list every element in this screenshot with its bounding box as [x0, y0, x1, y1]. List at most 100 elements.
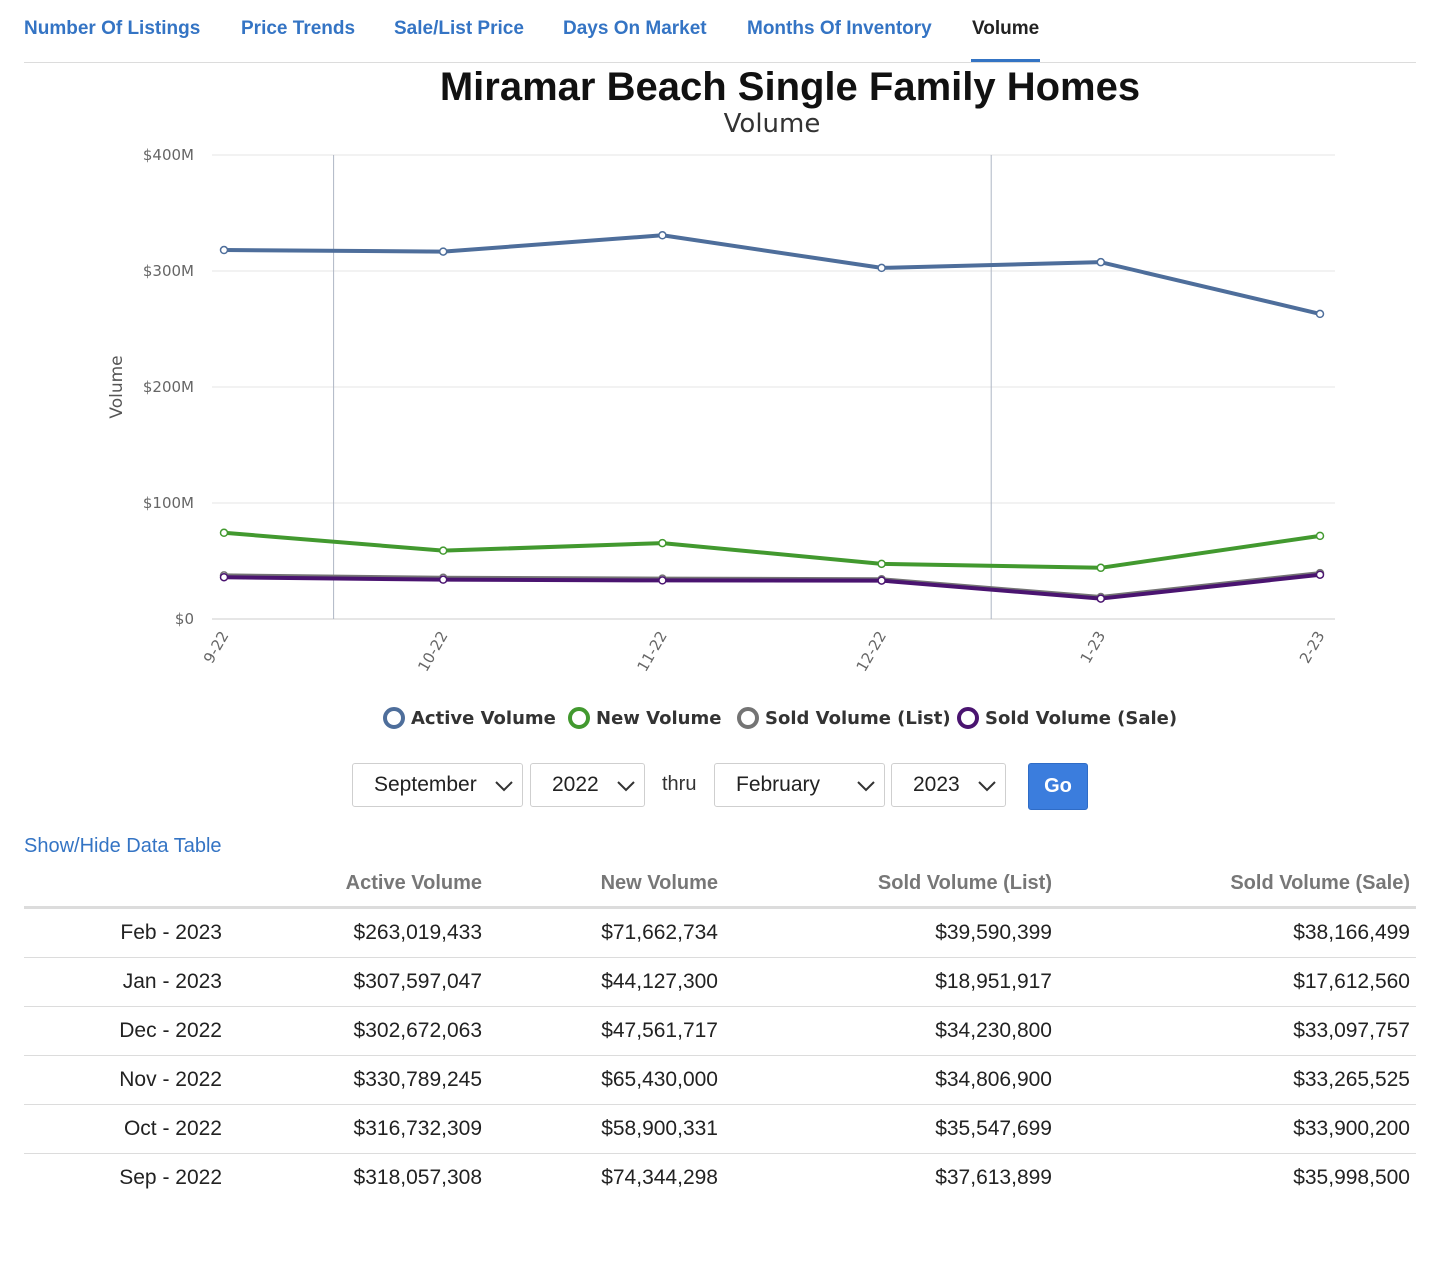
table-cell: Oct - 2022: [24, 1104, 222, 1154]
data-point: [219, 572, 229, 582]
table-row: Sep - 2022 $318,057,308 $74,344,298 $37,…: [24, 1154, 1416, 1203]
table-cell: $37,613,899: [935, 1166, 1052, 1189]
table-header: [24, 860, 222, 909]
data-table: Active Volume New Volume Sold Volume (Li…: [24, 860, 1416, 1202]
tab-price-trends[interactable]: Price Trends: [241, 18, 356, 39]
data-point: [658, 538, 667, 548]
x-tick-label: 2-23: [1296, 628, 1329, 666]
y-tick-label: $200M: [143, 378, 194, 396]
table-cell: $74,344,298: [601, 1166, 718, 1189]
table-cell: Sep - 2022: [119, 1166, 222, 1189]
table-cell: $18,951,917: [724, 957, 1058, 1007]
from-month-select[interactable]: September: [352, 763, 523, 807]
chevron-down-icon: [495, 781, 513, 792]
y-tick-label: $100M: [143, 494, 194, 512]
data-point: [1315, 570, 1325, 579]
table-cell: $302,672,063: [222, 1006, 488, 1056]
table-header: Active Volume: [222, 860, 488, 909]
x-tick-label: 1-23: [1077, 628, 1110, 666]
table-cell: $17,612,560: [1058, 957, 1416, 1007]
table-cell: $34,806,900: [724, 1055, 1058, 1105]
tab-months-of-inventory[interactable]: Months Of Inventory: [747, 18, 932, 39]
table-cell: $330,789,245: [222, 1055, 488, 1105]
tab-sale-list-price[interactable]: Sale/List Price: [394, 18, 524, 39]
data-point: [438, 247, 448, 256]
legend-label: Sold Volume (Sale): [985, 708, 1177, 729]
table-cell: $44,127,300: [488, 957, 724, 1007]
toggle-data-table-link[interactable]: Show/Hide Data Table: [24, 835, 222, 857]
table-cell: $307,597,047: [222, 957, 488, 1007]
table-cell: $39,590,399: [724, 907, 1058, 958]
thru-label: thru: [662, 773, 697, 795]
table-cell: Dec - 2022: [24, 1006, 222, 1056]
x-tick-label: 10-22: [414, 628, 451, 675]
legend-swatch: [957, 707, 979, 729]
go-button[interactable]: Go: [1028, 763, 1088, 810]
data-point: [877, 263, 886, 273]
y-tick-label: $300M: [143, 262, 194, 280]
legend-swatch: [383, 707, 405, 729]
table-row: Feb - 2023 $263,019,433 $71,662,734 $39,…: [24, 907, 1416, 958]
table-row: Jan - 2023 $307,597,047 $44,127,300 $18,…: [24, 957, 1416, 1007]
chevron-down-icon: [978, 781, 996, 792]
chart-subtitle: Volume: [724, 109, 821, 139]
chart-title: Miramar Beach Single Family Homes: [440, 65, 1140, 109]
legend-label: New Volume: [596, 708, 721, 729]
table-row: Dec - 2022 $302,672,063 $47,561,717 $34,…: [24, 1006, 1416, 1056]
tab-volume[interactable]: Volume: [970, 18, 1041, 62]
tab-days-on-market[interactable]: Days On Market: [563, 18, 707, 39]
to-year-value: 2023: [913, 773, 960, 796]
series-line: [223, 572, 1321, 601]
to-month-value: February: [736, 773, 821, 796]
data-point: [219, 245, 229, 255]
table-cell: Jan - 2023: [24, 957, 222, 1007]
data-point: [1096, 257, 1106, 267]
data-point: [877, 576, 886, 585]
tab-number-of-listings[interactable]: Number Of Listings: [24, 18, 201, 39]
data-point: [219, 528, 229, 538]
table-cell: Nov - 2022: [24, 1055, 222, 1105]
table-cell: $35,547,699: [724, 1104, 1058, 1154]
table-header: Sold Volume (List): [724, 860, 1058, 909]
x-tick-label: 9-22: [200, 628, 233, 666]
legend-label: Active Volume: [411, 708, 556, 729]
y-tick-label: $400M: [143, 146, 194, 164]
data-point: [438, 546, 448, 555]
series-line: [223, 530, 1321, 570]
table-cell: Feb - 2023: [24, 907, 222, 958]
table-cell: $316,732,309: [222, 1104, 488, 1154]
to-year-select[interactable]: 2023: [891, 763, 1006, 807]
data-point: [1315, 309, 1325, 319]
table-cell: $318,057,308: [353, 1166, 482, 1189]
table-row: Nov - 2022 $330,789,245 $65,430,000 $34,…: [24, 1055, 1416, 1105]
table-header: New Volume: [488, 860, 724, 909]
data-point: [1096, 563, 1106, 573]
table-cell: $35,998,500: [1293, 1166, 1410, 1189]
table-cell: $33,265,525: [1058, 1055, 1416, 1105]
table-cell: $71,662,734: [488, 907, 724, 958]
table-cell: $33,900,200: [1058, 1104, 1416, 1154]
table-cell: $65,430,000: [488, 1055, 724, 1105]
legend-swatch: [737, 707, 759, 729]
table-cell: $33,097,757: [1058, 1006, 1416, 1056]
table-cell: $58,900,331: [488, 1104, 724, 1154]
data-point: [658, 231, 667, 240]
chevron-down-icon: [857, 781, 875, 792]
from-year-select[interactable]: 2022: [530, 763, 645, 807]
table-cell: $38,166,499: [1058, 907, 1416, 958]
x-tick-label: 12-22: [853, 628, 890, 675]
data-point: [1096, 594, 1106, 603]
table-row: Oct - 2022 $316,732,309 $58,900,331 $35,…: [24, 1104, 1416, 1154]
table-header: Sold Volume (Sale): [1058, 860, 1416, 909]
to-month-select[interactable]: February: [714, 763, 885, 807]
data-point: [1315, 531, 1325, 541]
x-tick-label: 11-22: [633, 628, 670, 675]
from-year-value: 2022: [552, 773, 599, 796]
tab-bar: Number Of Listings Price Trends Sale/Lis…: [24, 0, 1416, 63]
table-cell: $34,230,800: [724, 1006, 1058, 1056]
y-tick-label: $0: [175, 610, 194, 628]
table-cell: $47,561,717: [488, 1006, 724, 1056]
data-point: [438, 575, 448, 584]
data-point: [658, 576, 667, 585]
